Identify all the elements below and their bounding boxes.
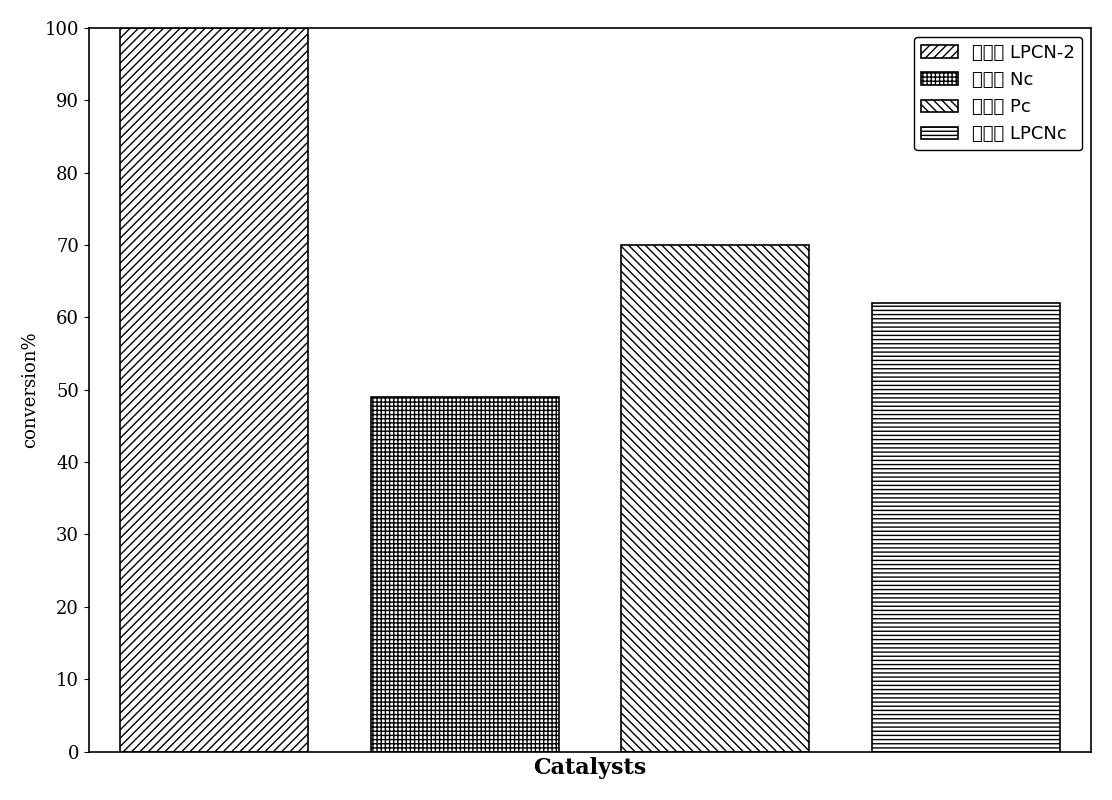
Bar [872,303,1060,752]
Bar [622,245,810,752]
Y-axis label: conversion%: conversion% [21,331,39,448]
X-axis label: Catalysts: Catalysts [534,757,646,779]
Bar [370,397,558,752]
Bar [120,28,308,752]
Legend: 催化剂 LPCN-2, 催化剂 Nc, 催化剂 Pc, 催化剂 LPCNc: 催化剂 LPCN-2, 催化剂 Nc, 催化剂 Pc, 催化剂 LPCNc [914,37,1082,150]
